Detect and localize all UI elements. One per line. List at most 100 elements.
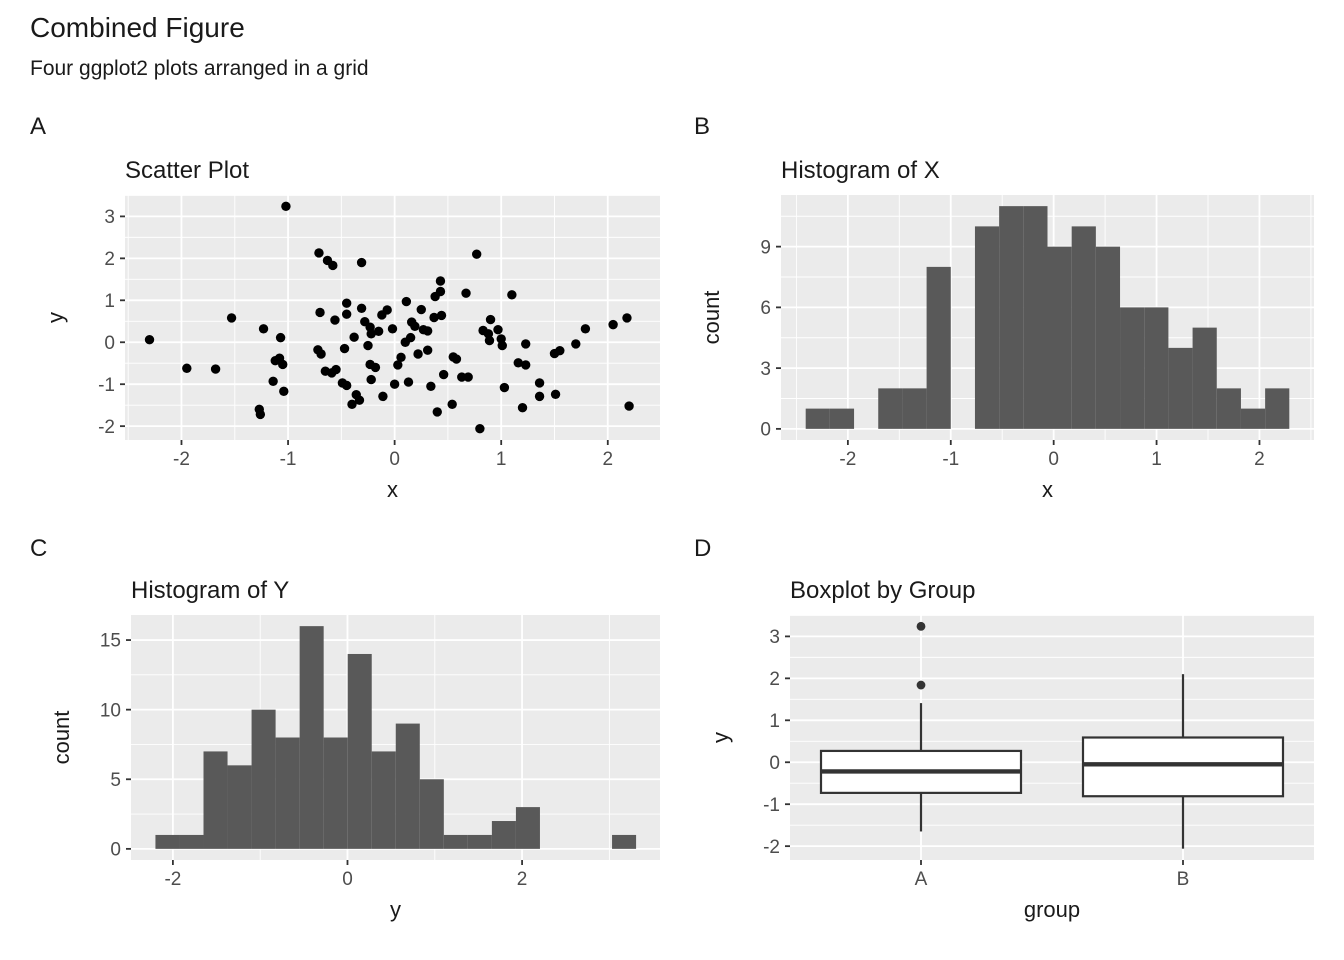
hist-y-bar (612, 834, 637, 849)
hist-y-bar (395, 723, 420, 849)
hist-x-bar (1216, 388, 1241, 429)
scatter-ytick-label: 1 (104, 291, 115, 312)
hist-y-ytick-label: 10 (100, 700, 121, 721)
hist-x-bar (1144, 307, 1169, 429)
hist-y-bar (203, 751, 228, 849)
hist-y-xaxis-title: y (390, 897, 401, 922)
scatter-point (517, 402, 528, 413)
hist-x-bar (902, 388, 927, 429)
scatter-point (429, 312, 439, 323)
scatter-point (435, 286, 446, 297)
box-outlier (916, 680, 926, 690)
scatter-point (507, 290, 517, 300)
boxplot-yaxis-title: y (708, 732, 733, 743)
boxplot-title: Boxplot by Group (790, 577, 975, 604)
hist-x-bar (1023, 206, 1048, 429)
boxplot-ytick-label: 2 (769, 669, 780, 690)
boxplot-ytick-label: -1 (763, 795, 780, 816)
scatter-point (356, 303, 367, 313)
scatter-point (422, 326, 433, 336)
hist-y-bar (227, 765, 252, 849)
scatter-point (485, 314, 496, 325)
scatter-point (555, 345, 565, 356)
hist-y-xtick-label: 0 (342, 869, 353, 890)
scatter-point (255, 409, 266, 420)
scatter-xaxis-title: x (387, 477, 398, 502)
scatter-point (484, 335, 495, 346)
scatter-ytick-label: 3 (104, 207, 115, 228)
boxplot-ytick-label: 0 (769, 753, 780, 774)
scatter-point (316, 349, 326, 359)
scatter-point (341, 309, 352, 319)
hist-y-bar (275, 737, 300, 849)
scatter-point (226, 313, 237, 323)
scatter-point (393, 360, 403, 370)
scatter-point (370, 362, 381, 373)
hist-x-bar (805, 408, 830, 429)
scatter-point (341, 298, 352, 308)
scatter-xtick-label: -2 (173, 449, 190, 470)
hist-x-xaxis-title: x (1042, 477, 1053, 502)
hist-y-ytick-label: 0 (110, 840, 121, 861)
scatter-point (339, 343, 350, 354)
hist-x-bar (1192, 327, 1217, 429)
hist-x-bar (1265, 388, 1290, 429)
scatter-point (608, 319, 618, 330)
scatter-point (366, 329, 376, 339)
hist-x-xtick-label: 2 (1254, 449, 1265, 470)
scatter-point (382, 305, 392, 315)
scatter-point (396, 352, 406, 363)
panel-tag-d: D (694, 535, 712, 562)
hist-y-ytick-label: 15 (100, 631, 121, 652)
scatter-point (499, 382, 510, 393)
scatter-plot-panel: -2 -1 0 1 2 3 -2 -1 0 1 2 Scatter Plot x y (43, 157, 660, 502)
hist-x-bar (1095, 246, 1121, 429)
hist-y-yaxis-title: count (49, 711, 74, 765)
scatter-point (347, 399, 357, 410)
scatter-ytick-label: -2 (98, 417, 115, 438)
hist-y-ytick-label: 5 (110, 770, 121, 791)
panel-tag-b: B (694, 113, 711, 140)
scatter-point (401, 296, 412, 307)
scatter-point (356, 257, 367, 268)
scatter-point (349, 332, 359, 342)
hist-x-bar (829, 408, 855, 429)
scatter-point (463, 372, 473, 382)
scatter-title: Scatter Plot (125, 157, 249, 184)
hist-x-ytick-label: 3 (760, 359, 771, 380)
box-iqr (1081, 736, 1285, 798)
hist-x-xtick-label: 0 (1048, 449, 1059, 470)
hist-x-bar (878, 388, 903, 429)
scatter-point (279, 386, 289, 397)
panel-tag-c: C (30, 535, 48, 562)
scatter-xtick-label: -1 (280, 449, 297, 470)
scatter-point (534, 378, 545, 388)
hist-x-yaxis-title: count (699, 291, 724, 345)
scatter-point (144, 335, 155, 345)
hist-y-title: Histogram of Y (131, 577, 289, 604)
scatter-point (571, 339, 581, 349)
scatter-point (354, 395, 365, 405)
scatter-point (341, 380, 352, 391)
hist-y-bar (419, 779, 444, 849)
scatter-point (405, 332, 416, 343)
scatter-point (416, 304, 426, 315)
hist-y-xtick-label: -2 (164, 869, 181, 890)
scatter-point (435, 276, 446, 286)
scatter-point (438, 369, 449, 380)
scatter-panel-bg (125, 195, 660, 440)
scatter-ytick-label: -1 (98, 375, 115, 396)
scatter-point (410, 321, 420, 332)
histogram-y-panel: 0 5 10 15 -2 0 2 Histogram of Y y count (49, 577, 660, 922)
scatter-point (275, 332, 286, 343)
scatter-point (521, 360, 531, 370)
scatter-point (493, 324, 503, 335)
scatter-point (461, 288, 471, 298)
hist-y-bar (347, 653, 372, 849)
hist-x-ytick-label: 6 (760, 298, 771, 319)
hist-x-xtick-label: 1 (1151, 449, 1162, 470)
boxplot-ytick-label: -2 (763, 837, 780, 858)
scatter-point (373, 326, 384, 337)
scatter-point (513, 358, 523, 368)
